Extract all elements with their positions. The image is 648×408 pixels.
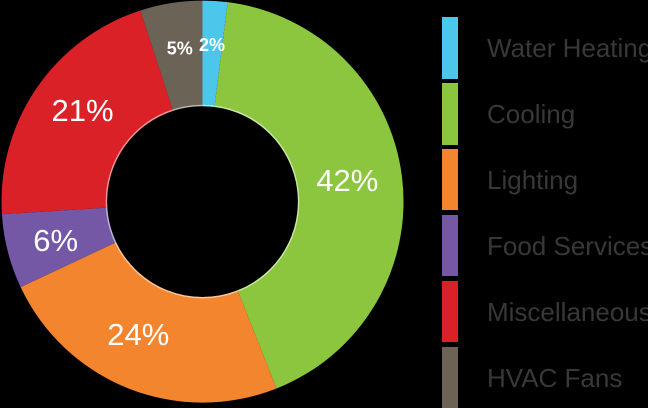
svg-text:42%: 42% <box>316 163 378 198</box>
svg-text:5%: 5% <box>167 39 193 59</box>
svg-text:21%: 21% <box>51 93 113 128</box>
svg-text:2%: 2% <box>199 35 225 55</box>
svg-text:24%: 24% <box>107 317 169 352</box>
svg-text:6%: 6% <box>33 223 78 258</box>
